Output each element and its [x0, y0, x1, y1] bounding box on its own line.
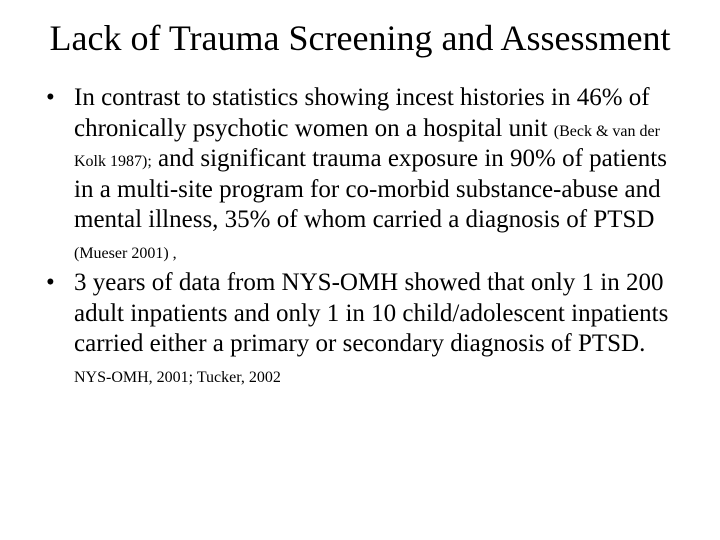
bullet-list: In contrast to statistics showing incest… — [40, 83, 680, 390]
bullet-text: 3 years of data from NYS-OMH showed that… — [74, 269, 668, 357]
slide-title: Lack of Trauma Screening and Assessment — [40, 18, 680, 59]
list-item: In contrast to statistics showing incest… — [40, 83, 680, 266]
citation: (Mueser 2001) , — [74, 245, 177, 262]
slide: Lack of Trauma Screening and Assessment … — [0, 0, 720, 540]
list-item: 3 years of data from NYS-OMH showed that… — [40, 268, 680, 390]
citation: NYS-OMH, 2001; Tucker, 2002 — [74, 369, 281, 386]
bullet-text: and significant trauma exposure in 90% o… — [74, 145, 667, 233]
